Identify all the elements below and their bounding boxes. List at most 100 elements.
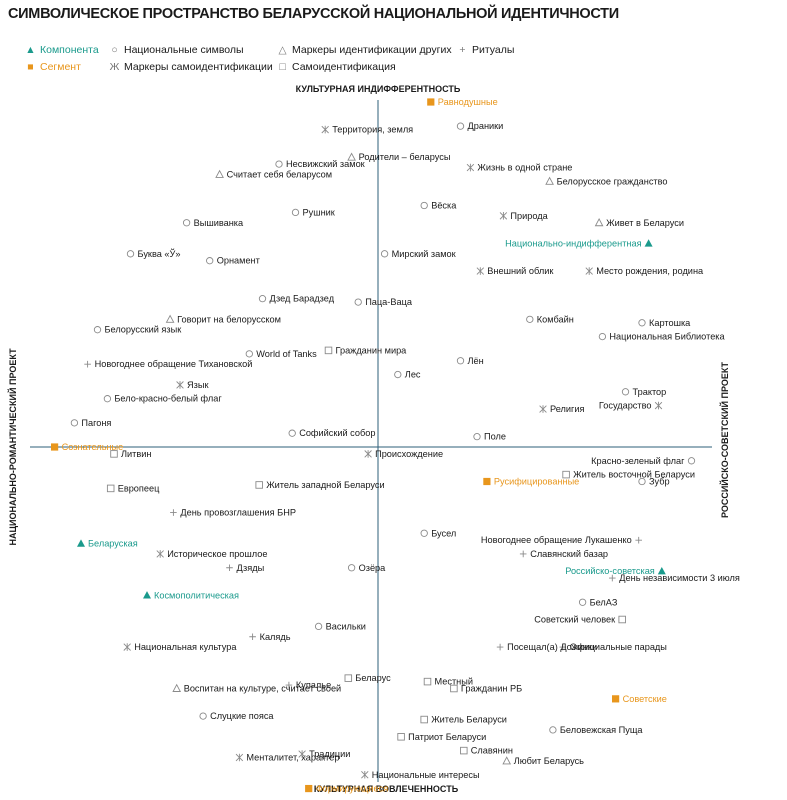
legend-item-self-id: □ Самоидентификация: [276, 61, 396, 73]
point-label: Национальная культура: [134, 642, 237, 652]
square-filled-icon: ■: [27, 61, 34, 73]
point-label: Государство: [599, 401, 652, 411]
point-self_marker: Национальная культура: [123, 642, 237, 652]
point-label: Лес: [405, 370, 421, 380]
point-label: Сознательные: [62, 442, 124, 452]
legend-item-segment: ■ Сегмент: [24, 61, 81, 73]
point-segment: Советские: [612, 694, 667, 704]
circle-marker: [456, 122, 465, 130]
triangle-marker: [594, 217, 604, 227]
square-marker: [423, 677, 432, 686]
point-ritual: Славянский базар: [519, 549, 608, 559]
plus-marker: [285, 681, 293, 689]
point-label: Слуцкие пояса: [210, 711, 274, 721]
point-label: Бело-красно-белый флаг: [114, 394, 222, 404]
legend-label: Самоидентификация: [292, 61, 396, 73]
point-self_marker: Историческое прошлое: [156, 549, 267, 559]
point-label: Говорит на белорусском: [177, 314, 281, 324]
point-label: Васильки: [326, 621, 366, 631]
point-label: Литвин: [121, 449, 151, 459]
point-label: Несвижский замок: [286, 159, 366, 169]
point-label: Советский человек: [534, 615, 616, 625]
point-label: Калядь: [260, 632, 291, 642]
triangle-marker: [347, 152, 356, 161]
point-self_id: Местный: [423, 677, 473, 687]
point-label: Гражданин мира: [336, 345, 408, 355]
point-label: Считает себя беларусом: [227, 169, 332, 179]
point-other_marker: Любит Беларусь: [502, 756, 584, 766]
point-label: Буква «Ў»: [138, 248, 181, 259]
point-self_marker: Внешний облик: [476, 266, 554, 276]
point-segment: Сознательные: [51, 442, 123, 452]
point-label: Славянин: [471, 746, 513, 756]
point-label: Белорусское гражданство: [557, 176, 668, 186]
point-symbol: Васильки: [314, 621, 366, 631]
circle-marker: [206, 257, 214, 265]
circle-marker: [182, 219, 191, 227]
circle-marker: [420, 201, 428, 210]
point-self_marker: Традиции: [298, 749, 350, 759]
triangle-marker: [172, 683, 182, 692]
point-label: Посещал(а) Дожинки: [507, 642, 597, 652]
circle-marker: [473, 432, 481, 441]
point-label: Менталитет, характер: [246, 753, 339, 763]
circle-marker: [598, 332, 607, 341]
point-self_id: Европеец: [106, 483, 160, 493]
point-symbol: Лён: [456, 356, 484, 366]
point-ritual: Посещал(а) Дожинки: [496, 642, 597, 652]
circle-marker: [380, 250, 389, 258]
point-label: Национальные интересы: [372, 770, 480, 780]
point-label: Беловежская Пуща: [560, 725, 644, 735]
point-symbol: Мирский замок: [380, 249, 457, 259]
circle-marker: [420, 529, 428, 537]
point-label: Житель западной Беларуси: [266, 480, 384, 490]
legend-item-self-markers: Ж Маркеры самоидентификации: [108, 61, 273, 73]
point-self_id: Гражданин РБ: [450, 684, 522, 694]
square-filled-marker: [427, 98, 435, 106]
point-self_id: Гражданин мира: [324, 345, 408, 355]
zhe-marker: [654, 401, 663, 410]
point-label: Мирский замок: [392, 249, 457, 259]
point-self_marker: Язык: [176, 380, 209, 390]
point-label: Красно-зеленый флаг: [591, 456, 685, 466]
point-symbol: Рушник: [291, 207, 336, 217]
legend-item-other-markers: △ Маркеры идентификации других: [276, 44, 452, 56]
zhe-marker: [321, 125, 329, 134]
plus-marker: [249, 633, 256, 641]
circle-marker: [638, 319, 646, 327]
points-layer: Равнодушные Драники Территория, земля Родит…: [51, 97, 740, 794]
point-ritual: Дзяды: [226, 563, 264, 573]
point-label: Национально-индифферентная: [505, 238, 641, 248]
point-symbol: Белорусский язык: [93, 325, 182, 335]
legend-label: Сегмент: [40, 61, 81, 73]
point-label: Купалье: [296, 680, 331, 690]
point-label: Орнамент: [217, 256, 261, 266]
point-label: Национальная Библиотека: [609, 332, 725, 342]
point-segment: Равнодушные: [427, 97, 498, 107]
circle-marker: [291, 208, 300, 217]
point-symbol: Лес: [394, 370, 421, 380]
zhe-marker: [156, 550, 164, 558]
plus-marker: [609, 574, 616, 582]
point-self_id: Житель западной Беларуси: [255, 480, 385, 490]
point-self_marker: Национальные интересы: [361, 770, 480, 780]
triangle-icon: △: [278, 44, 287, 56]
plus-marker: [84, 360, 91, 368]
circle-marker: [245, 350, 253, 358]
point-label: Озёра: [359, 563, 387, 573]
square-filled-marker: [305, 784, 313, 793]
point-ritual: Официальные парады: [559, 642, 667, 652]
point-other_marker: Воспитан на культуре, считает своей: [172, 683, 342, 694]
legend: ▲ Компонента ■ Сегмент ○ Национальные симво…: [0, 0, 787, 80]
axis-label-right: РОССИЙСКО-СОВЕТСКИЙ ПРОЕКТ: [719, 361, 730, 518]
square-marker: [110, 450, 118, 458]
point-label: Софийский собор: [299, 428, 375, 438]
zhe-marker: [585, 267, 593, 275]
point-label: Воспитан на культуре, считает своей: [184, 684, 342, 694]
point-label: Трактор: [633, 387, 667, 397]
point-symbol: Вёска: [420, 201, 457, 211]
point-symbol: Пагоня: [70, 418, 111, 428]
legend-label: Маркеры идентификации других: [292, 44, 452, 56]
point-other_marker: Говорит на белорусском: [165, 314, 281, 324]
